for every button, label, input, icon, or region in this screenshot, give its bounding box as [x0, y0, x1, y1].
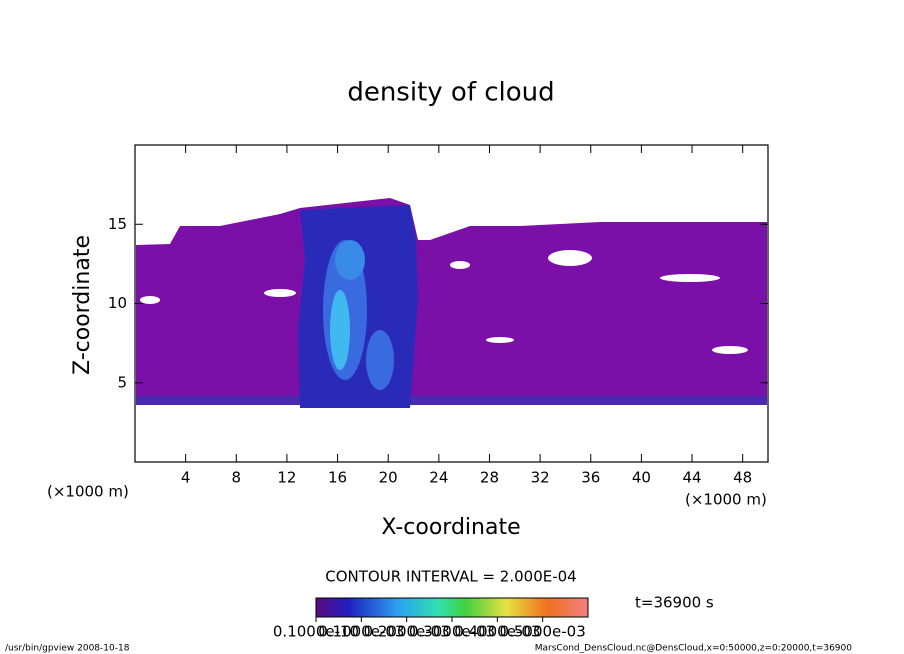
chart-title: density of cloud [347, 78, 554, 108]
x-tick-label: 20 [379, 469, 398, 487]
colorbar-tick-label: 0.1000e-03 [318, 623, 404, 641]
footer-left: /usr/bin/gpview 2008-10-18 [5, 644, 130, 654]
x-tick-label: 28 [480, 469, 499, 487]
x-tick-label: 8 [232, 469, 242, 487]
footer-right: MarsCond_DensCloud.nc@DensCloud,x=0:5000… [535, 644, 852, 654]
x-tick-label: 44 [682, 469, 701, 487]
y-tick-label: 10 [108, 294, 127, 312]
y-tick-label: 15 [108, 215, 127, 233]
x-tick-label: 4 [181, 469, 191, 487]
x-axis-label: X-coordinate [381, 515, 520, 540]
y-unit: (×1000 m) [47, 483, 129, 501]
x-tick-label: 16 [328, 469, 347, 487]
x-tick-label: 24 [429, 469, 448, 487]
x-tick-label: 32 [531, 469, 550, 487]
colorbar [315, 597, 589, 618]
x-unit: (×1000 m) [685, 491, 767, 509]
contour-field [136, 198, 767, 408]
x-tick-label: 12 [277, 469, 296, 487]
colorbar-tick-label: 0.2000e-03 [364, 623, 450, 641]
contour-interval: CONTOUR INTERVAL = 2.000E-04 [325, 568, 576, 586]
y-tick-label: 5 [117, 373, 127, 391]
time-label: t=36900 s [635, 594, 714, 612]
y-axis-label: Z-coordinate [70, 235, 95, 375]
x-tick-label: 36 [581, 469, 600, 487]
x-tick-label: 48 [733, 469, 752, 487]
colorbar-tick-label: 0.1000e-10 [273, 623, 359, 641]
x-tick-label: 40 [632, 469, 651, 487]
colorbar-tick-label: 0.4000e-03 [454, 623, 540, 641]
colorbar-tick-label: 0.5000e-03 [500, 623, 586, 641]
colorbar-tick-label: 0.3000e-03 [409, 623, 495, 641]
